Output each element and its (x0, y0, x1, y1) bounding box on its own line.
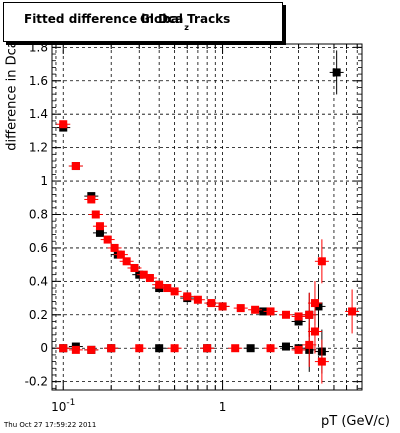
y-tick-label: 1.6 (29, 74, 48, 88)
timestamp: Thu Oct 27 17:59:22 2011 (4, 421, 97, 429)
point-series-red (135, 344, 144, 353)
point-series-red (207, 299, 216, 308)
point-series-red (294, 312, 303, 321)
point-series-red (71, 345, 80, 354)
y-tick-label: 1 (40, 174, 48, 188)
point-series-red (193, 295, 202, 304)
point-series-red (266, 344, 275, 353)
chart-title: Fitted difference in Dcaz (24, 12, 189, 32)
point-series-black (281, 342, 290, 351)
point-series-red (348, 307, 357, 316)
point-series-red (122, 257, 131, 266)
point-series-red (103, 235, 112, 244)
point-series-red (71, 162, 80, 171)
title-main-text: Fitted difference in Dca (24, 12, 184, 26)
point-series-red (139, 270, 148, 279)
point-series-black (332, 68, 341, 77)
point-series-black (259, 307, 268, 316)
point-series-red (87, 345, 96, 354)
point-series-red (218, 302, 227, 311)
y-tick-label: -0.2 (25, 375, 48, 389)
point-series-black (294, 317, 303, 326)
title-box: Fitted difference in Dcaz Global Tracks (3, 2, 283, 42)
ticks: -0.2 0 0.2 0.4 0.6 0.8 1 1.2 1.4 1.6 1.8 10-1 1 (25, 40, 362, 414)
title-subscript: z (184, 23, 189, 32)
y-tick-label: 0.6 (29, 241, 48, 255)
title-tail-text: Global Tracks (140, 12, 231, 26)
x-axis-label: pT (GeV/c) (321, 414, 390, 429)
point-series-red (59, 120, 68, 129)
y-tick-label: 1.2 (29, 141, 48, 155)
point-series-red (281, 310, 290, 319)
x-tick-label: 1 (219, 400, 227, 414)
point-series-red (251, 305, 260, 314)
point-series-red (170, 287, 179, 296)
point-series-red (170, 344, 179, 353)
point-series-red (236, 304, 245, 313)
point-series-red (163, 284, 172, 293)
point-series-red (310, 327, 319, 336)
point-series-black (246, 344, 255, 353)
point-series-red (130, 263, 139, 272)
y-tick-label: 0 (40, 341, 48, 355)
point-series-red (231, 344, 240, 353)
point-series-red (116, 250, 125, 259)
point-series-red (305, 310, 314, 319)
point-series-red (95, 222, 104, 231)
point-series-red (91, 210, 100, 219)
point-series-red (305, 340, 314, 349)
point-series-red (107, 344, 116, 353)
y-tick-label: 1.4 (29, 107, 48, 121)
point-series-red (310, 299, 319, 308)
y-tick-label: 0.8 (29, 207, 48, 221)
point-series-black (95, 228, 104, 237)
point-series-red (183, 292, 192, 301)
point-series-red (317, 257, 326, 266)
point-series-red (110, 243, 119, 252)
point-series-red (87, 195, 96, 204)
x-tick-label: 10-1 (51, 398, 75, 414)
y-tick-label: 1.8 (29, 40, 48, 54)
point-series-red (317, 357, 326, 366)
point-series-red (294, 345, 303, 354)
data-points (56, 50, 360, 384)
point-series-red (266, 307, 275, 316)
point-series-red (145, 274, 154, 283)
y-tick-label: 0.4 (29, 274, 48, 288)
point-series-red (59, 344, 68, 353)
point-series-black (155, 344, 164, 353)
point-series-red (155, 280, 164, 289)
point-series-red (203, 344, 212, 353)
y-tick-label: 0.2 (29, 308, 48, 322)
